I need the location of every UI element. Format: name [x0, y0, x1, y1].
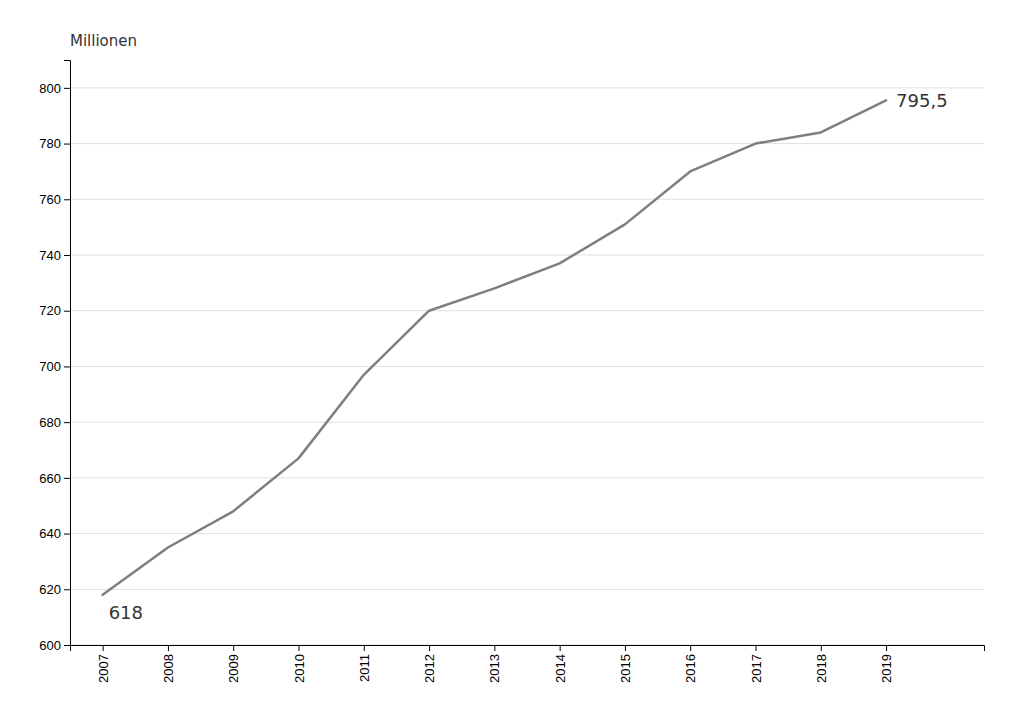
y-axis: 600 620 640 660 680 700 720 740 760 780 800 — [39, 61, 70, 653]
x-tick: 2018 — [814, 645, 829, 683]
x-axis: 2007 2008 2009 2010 2011 2012 2013 2014 2015 2016… — [71, 645, 985, 683]
x-tick: 2015 — [618, 645, 633, 683]
grid-line — [70, 477, 984, 478]
tick-label: 2011 — [357, 654, 372, 682]
axis-line — [71, 646, 985, 652]
tick-mark — [64, 144, 70, 145]
grid-line — [70, 589, 984, 590]
tick-label: 680 — [39, 415, 61, 430]
tick-label: 660 — [39, 471, 61, 486]
tick-mark — [64, 255, 70, 256]
x-tick: 2017 — [749, 645, 764, 683]
tick-mark — [494, 645, 495, 651]
x-tick: 2012 — [422, 645, 437, 683]
tick-mark — [103, 645, 104, 651]
tick-mark — [64, 88, 70, 89]
tick-label: 2012 — [422, 654, 437, 683]
x-tick: 2008 — [161, 645, 176, 683]
tick-mark — [233, 645, 234, 651]
y-tick: 680 — [39, 415, 70, 430]
grid-line — [70, 366, 984, 367]
x-tick: 2013 — [487, 645, 502, 683]
x-tick: 2007 — [96, 645, 111, 683]
tick-mark — [429, 645, 430, 651]
tick-mark — [299, 645, 300, 651]
grid-line — [70, 310, 984, 311]
tick-mark — [821, 645, 822, 651]
tick-label: 640 — [39, 526, 61, 541]
grid-line — [70, 87, 984, 88]
tick-mark — [625, 645, 626, 651]
tick-label: 2010 — [292, 654, 307, 683]
tick-label: 2016 — [683, 654, 698, 683]
tick-label: 2007 — [96, 654, 111, 683]
grid-line — [70, 143, 984, 144]
y-tick: 620 — [39, 582, 70, 597]
tick-mark — [64, 534, 70, 535]
tick-label: 600 — [39, 638, 61, 653]
x-tick: 2016 — [683, 645, 698, 683]
tick-label: 760 — [39, 192, 61, 207]
tick-label: 2008 — [161, 654, 176, 683]
tick-mark — [64, 366, 70, 367]
y-tick: 720 — [39, 303, 70, 318]
tick-label: 800 — [39, 81, 61, 96]
tick-label: 2014 — [553, 654, 568, 683]
grid-line — [70, 422, 984, 423]
tick-label: 2009 — [226, 654, 241, 683]
y-tick: 800 — [39, 81, 70, 96]
tick-label: 620 — [39, 582, 61, 597]
plot-area — [103, 100, 886, 594]
tick-mark — [64, 199, 70, 200]
y-tick: 760 — [39, 192, 70, 207]
tick-mark — [64, 589, 70, 590]
y-tick: 600 — [39, 638, 70, 653]
annotation: 618 — [109, 602, 143, 623]
grid-line — [70, 255, 984, 256]
tick-mark — [886, 645, 887, 651]
y-tick: 660 — [39, 471, 70, 486]
x-tick: 2014 — [553, 645, 568, 683]
y-axis-label: Millionen — [70, 32, 137, 50]
grid-line — [70, 199, 984, 200]
grid-line — [70, 533, 984, 534]
tick-mark — [168, 645, 169, 651]
tick-mark — [64, 311, 70, 312]
tick-mark — [64, 422, 70, 423]
annotation: 795,5 — [896, 90, 948, 111]
tick-label: 2018 — [814, 654, 829, 683]
x-tick: 2010 — [292, 645, 307, 683]
tick-label: 2015 — [618, 654, 633, 683]
tick-label: 2017 — [749, 654, 764, 683]
x-tick: 2009 — [226, 645, 241, 683]
tick-mark — [64, 478, 70, 479]
tick-mark — [560, 645, 561, 651]
y-tick: 700 — [39, 359, 70, 374]
axis-line — [64, 61, 71, 646]
tick-mark — [64, 645, 70, 646]
tick-label: 2013 — [487, 654, 502, 683]
tick-mark — [690, 645, 691, 651]
tick-mark — [756, 645, 757, 651]
grid — [70, 88, 984, 645]
y-tick: 740 — [39, 248, 70, 263]
x-tick: 2019 — [879, 645, 894, 683]
x-tick: 2011 — [357, 645, 372, 682]
chart: 2007 2008 2009 2010 2011 2012 2013 2014 2015 2016… — [0, 0, 1024, 725]
tick-mark — [364, 645, 365, 651]
tick-label: 720 — [39, 303, 61, 318]
y-tick: 780 — [39, 136, 70, 151]
y-tick: 640 — [39, 526, 70, 541]
tick-label: 2019 — [879, 654, 894, 683]
tick-label: 700 — [39, 359, 61, 374]
tick-label: 780 — [39, 136, 61, 151]
tick-label: 740 — [39, 248, 61, 263]
data-line — [103, 100, 886, 594]
